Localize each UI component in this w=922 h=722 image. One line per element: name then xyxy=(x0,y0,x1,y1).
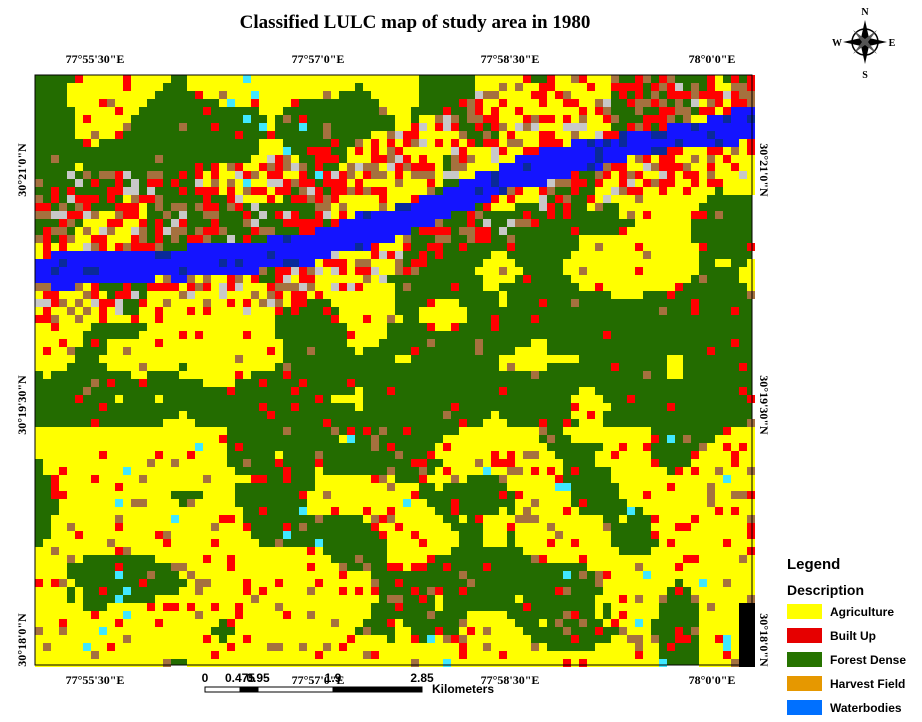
compass-e: E xyxy=(889,38,896,49)
legend-label: Agriculture xyxy=(830,605,894,619)
right-coordinate-label: 30°19'30"N xyxy=(757,375,771,435)
bottom-coordinate-label: 77°58'30"E xyxy=(481,673,540,687)
top-coordinate-label: 77°55'30"E xyxy=(66,52,125,66)
map-layout: Classified LULC map of study area in 198… xyxy=(0,0,922,722)
top-coordinate-label: 78°0'0"E xyxy=(689,52,736,66)
legend-label: Waterbodies xyxy=(830,701,902,715)
right-coordinate-label: 30°21'0"N xyxy=(757,143,771,197)
legend-swatch xyxy=(787,604,822,619)
map-raster xyxy=(35,75,755,667)
legend-swatch xyxy=(787,676,822,691)
bottom-coordinate-label: 78°0'0"E xyxy=(689,673,736,687)
top-coordinate-label: 77°58'30"E xyxy=(481,52,540,66)
scale-segment xyxy=(333,687,422,692)
legend: Legend Description Agriculture Built Up Fore… xyxy=(787,556,906,715)
legend-label: Built Up xyxy=(830,629,876,643)
compass-w: W xyxy=(832,38,842,49)
compass: N S E W xyxy=(832,7,896,81)
legend-subtitle: Description xyxy=(787,582,864,598)
left-coordinate-label: 30°21'0"N xyxy=(15,143,29,197)
compass-n: N xyxy=(861,7,869,18)
legend-swatch xyxy=(787,700,822,715)
scale-label: 0.95 xyxy=(246,671,270,685)
scale-segment xyxy=(258,687,333,692)
map-title: Classified LULC map of study area in 198… xyxy=(240,12,591,33)
legend-label: Forest Dense xyxy=(830,653,906,667)
scale-label: 0 xyxy=(202,671,209,685)
legend-label: Harvest Field xyxy=(830,677,905,691)
left-coordinate-label: 30°19'30"N xyxy=(15,375,29,435)
page: Classified LULC map of study area in 198… xyxy=(0,0,922,722)
right-coordinate-label: 30°18'0"N xyxy=(757,613,771,667)
legend-swatch xyxy=(787,628,822,643)
scale-segment xyxy=(240,687,258,692)
scale-segment xyxy=(205,687,240,692)
compass-s: S xyxy=(862,70,868,81)
legend-title: Legend xyxy=(787,556,840,573)
bottom-coordinate-label: 77°55'30"E xyxy=(66,673,125,687)
raster-black xyxy=(739,603,755,667)
legend-swatch xyxy=(787,652,822,667)
top-coordinate-label: 77°57'0"E xyxy=(292,52,345,66)
bottom-coordinate-label: 77°57'0"E xyxy=(292,673,345,687)
left-coordinate-label: 30°18'0"N xyxy=(15,613,29,667)
scale-label: 2.85 xyxy=(410,671,434,685)
